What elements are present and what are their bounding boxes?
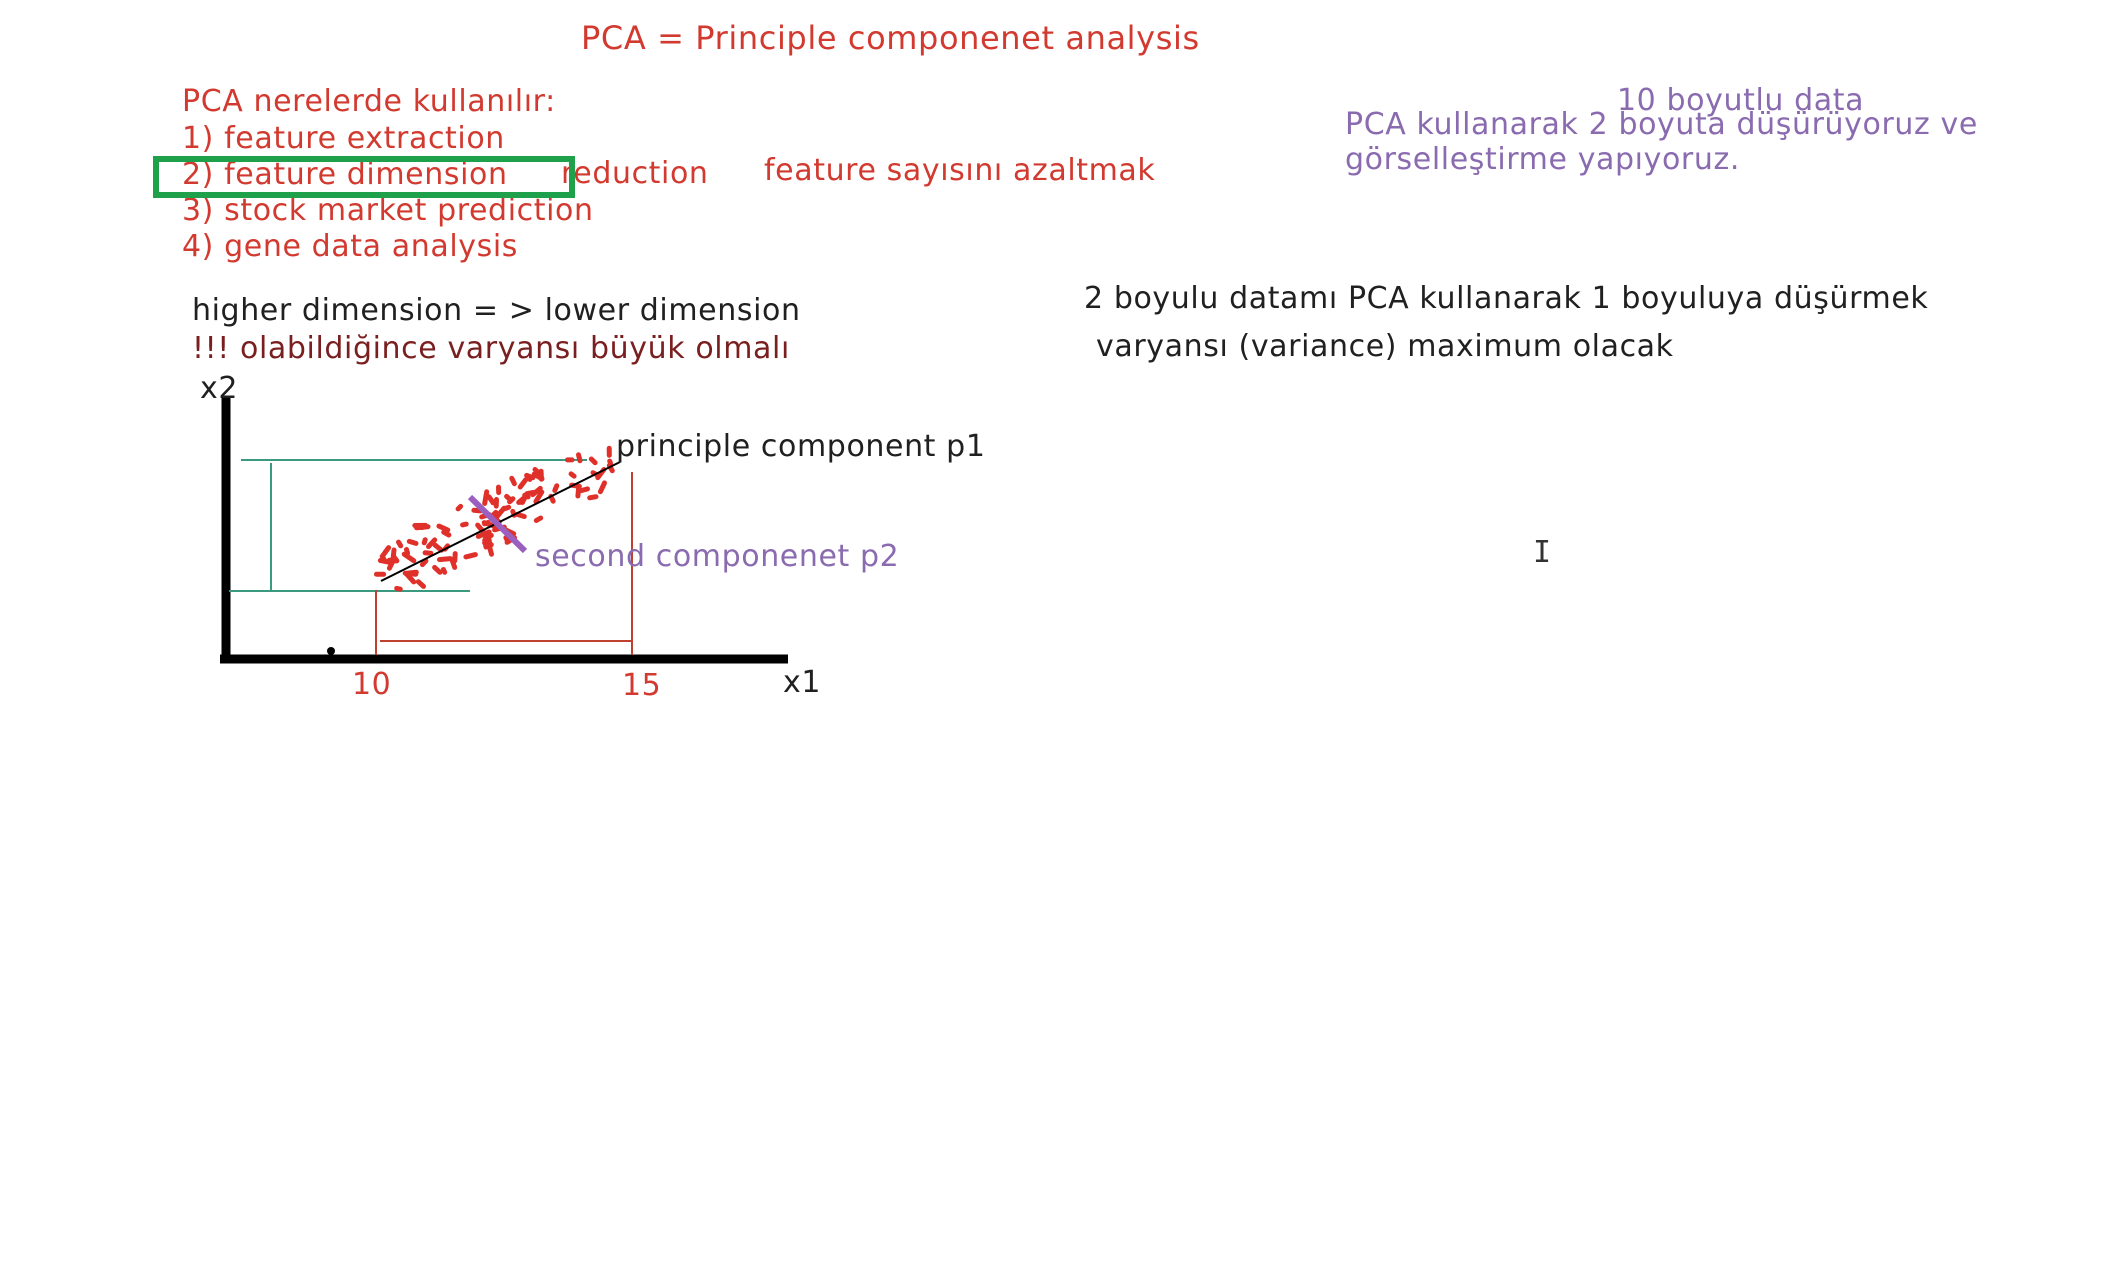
scatter-mark (396, 539, 404, 549)
p1-label: principle component p1 (616, 429, 986, 464)
principal-component-line (380, 461, 621, 582)
scatter-mark (482, 489, 490, 506)
scatter-mark (522, 492, 531, 500)
scatter-mark (509, 475, 517, 487)
scatter-mark (533, 515, 544, 523)
reduce-text: 2 boyulu datamı PCA kullanarak 1 boyuluy… (1084, 281, 1929, 316)
scatter-mark (503, 535, 511, 544)
scatter-mark (419, 558, 429, 568)
right-note-line2: görselleştirme yapıyoruz. (1345, 142, 1740, 177)
dimension-note-line1: higher dimension = > lower dimension (192, 293, 801, 328)
scatter-mark (436, 523, 451, 533)
scatter-mark (494, 505, 507, 520)
scatter-mark (491, 509, 499, 517)
variance-text: varyansı (variance) maximum olacak (1096, 329, 1674, 364)
scatter-mark (552, 483, 560, 493)
scatter-mark (437, 556, 453, 563)
text-cursor-icon: I (1533, 535, 1552, 570)
scatter-mark (406, 538, 419, 546)
right-note-line1: PCA kullanarak 2 boyuta düşürüyoruz ve (1345, 107, 1978, 142)
x-tick-10: 10 (352, 667, 392, 702)
scatter-mark (401, 551, 417, 564)
second-component-line (467, 494, 528, 554)
scatter-mark (471, 507, 483, 514)
scatter-mark (482, 540, 494, 548)
use-item-2: 2) feature dimension (182, 157, 508, 192)
y-axis-label: x2 (200, 371, 239, 406)
x-axis-label: x1 (783, 665, 822, 700)
scatter-mark (486, 494, 496, 506)
scatter-mark (380, 545, 392, 558)
reduction-word: reduction (561, 156, 709, 191)
x-tick-15: 15 (622, 668, 662, 703)
use-item-3: 3) stock market prediction (182, 193, 594, 228)
scatter-mark (588, 456, 598, 466)
highlight-box (153, 156, 575, 198)
scatter-mark (432, 564, 443, 575)
scatter-mark (460, 521, 469, 528)
axis-dot (327, 647, 335, 655)
page-title: PCA = Principle componenet analysis (581, 19, 1200, 57)
scatter-mark (526, 489, 537, 496)
scatter-mark (531, 471, 545, 482)
scatter-mark (404, 547, 411, 556)
scatter-mark (576, 452, 583, 464)
scatter-mark (440, 567, 448, 575)
use-item-4: 4) gene data analysis (182, 229, 519, 264)
scatter-mark (504, 493, 514, 503)
scatter-mark (415, 579, 426, 589)
scatter-mark (568, 471, 577, 479)
scatter-mark (482, 532, 494, 540)
scatter-mark (390, 547, 397, 560)
scatter-mark (597, 480, 607, 495)
scatter-mark (394, 585, 403, 592)
scatter-points (374, 445, 615, 592)
dimension-note-line2: !!! olabildiğince varyansı büyük olmalı (192, 331, 790, 366)
scatter-mark (379, 553, 387, 563)
scatter-mark (533, 489, 545, 504)
data-label: 10 boyutlu data (1617, 83, 1865, 118)
scatter-mark (455, 503, 464, 512)
uses-heading: PCA nerelerde kullanılır: (182, 84, 556, 119)
use-item-1: 1) feature extraction (182, 121, 505, 156)
scatter-mark (577, 486, 590, 494)
scatter-mark (517, 477, 529, 490)
scatter-mark (463, 552, 478, 560)
scatter-mark (475, 529, 492, 539)
scatter-mark (421, 537, 428, 546)
scatter-mark (432, 542, 444, 553)
p2-label: second componenet p2 (535, 539, 900, 574)
scatter-mark (405, 569, 419, 576)
scatter-mark (426, 537, 438, 550)
scatter-mark (514, 511, 527, 519)
scatter-mark (441, 529, 452, 538)
feature-reduction-note: feature sayısını azaltmak (764, 153, 1156, 188)
scatter-mark (587, 494, 599, 501)
scatter-mark (525, 473, 533, 482)
